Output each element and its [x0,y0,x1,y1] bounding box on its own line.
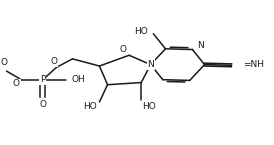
Text: O: O [1,58,8,67]
Text: HO: HO [83,103,97,112]
Text: HO: HO [142,102,156,111]
Text: N: N [197,41,204,50]
Text: OH: OH [72,75,85,84]
Text: O: O [50,57,57,66]
Text: N: N [147,60,154,69]
Text: O: O [13,79,20,88]
Text: =NH: =NH [243,60,264,69]
Text: HO: HO [134,27,148,36]
Text: O: O [39,100,46,109]
Text: P: P [40,75,45,84]
Text: O: O [120,45,127,54]
